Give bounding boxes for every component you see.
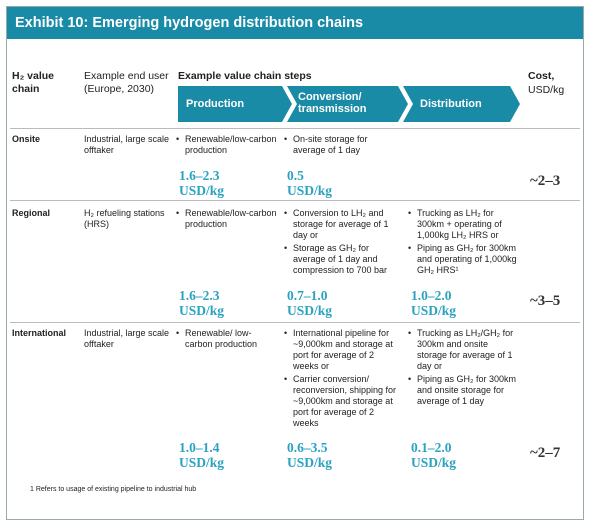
title: Exhibit 10: Emerging hydrogen distributi… [7, 7, 583, 39]
cost-value: 1.6–2.3 [179, 168, 220, 183]
chevron [403, 86, 520, 122]
end-user: Industrial, large scale offtaker [84, 134, 170, 155]
cost-unit: USD/kg [179, 455, 225, 470]
bullet: Carrier conversion/ reconversion, shippi… [284, 374, 400, 429]
bullet: Piping as GH₂ for 300km and onsite stora… [408, 374, 520, 407]
cost-unit: USD/kg [287, 183, 333, 198]
bullet: Renewable/low-carbon production [176, 134, 278, 156]
total-cost: ~3–5 [530, 293, 561, 309]
total-cost: ~2–7 [530, 445, 561, 461]
total-cost: ~2–3 [530, 173, 561, 189]
cost-unit: USD/kg [287, 455, 333, 470]
bullet: Renewable/low-carbon production [176, 208, 278, 230]
cost-value: 1.0–1.4 [179, 440, 220, 455]
cost-value: 1.6–2.3 [179, 288, 220, 303]
end-user: Industrial, large scale offtaker [84, 328, 170, 349]
header-chain: H₂ value chain [12, 70, 55, 95]
step: Distribution [420, 98, 482, 110]
separator [10, 128, 580, 129]
chain: Onsite [12, 134, 41, 144]
end-user: H₂ refueling stations (HRS) [84, 208, 165, 229]
bullet: International pipeline for ~9,000km and … [284, 328, 400, 372]
chain: International [12, 328, 67, 338]
cost-value: 0.6–3.5 [287, 440, 328, 455]
bullet: Trucking as LH₂/GH₂ for 300km and onsite… [408, 328, 520, 372]
header-cost: Cost, [528, 70, 555, 82]
production-bullets: Renewable/low-carbon production [176, 208, 278, 232]
bullet: Storage as GH₂ for average of 1 day and … [284, 243, 400, 276]
cost-unit: USD/kg [179, 183, 225, 198]
distribution-bullets: Trucking as LH₂ for 300km + operating of… [408, 208, 520, 278]
header-steps: Example value chain steps [178, 70, 312, 82]
separator [10, 322, 580, 323]
chevron [178, 86, 292, 122]
header-cost-unit: USD/kg [528, 84, 565, 96]
cost-value: 1.0–2.0 [411, 288, 452, 303]
frame [6, 6, 584, 520]
bullet: Trucking as LH₂ for 300km + operating of… [408, 208, 520, 241]
bullet: Renewable/ low-carbon production [176, 328, 278, 350]
conversion-bullets: On-site storage for average of 1 day [284, 134, 400, 158]
production-bullets: Renewable/ low-carbon production [176, 328, 278, 352]
step: Production [186, 98, 245, 110]
cost-value: 0.5 [287, 168, 304, 183]
cost-unit: USD/kg [411, 455, 457, 470]
chain: Regional [12, 208, 51, 218]
cost-unit: USD/kg [411, 303, 457, 318]
production-bullets: Renewable/low-carbon production [176, 134, 278, 158]
bullet: Conversion to LH₂ and storage for averag… [284, 208, 400, 241]
footnote: 1 Refers to usage of existing pipeline t… [30, 486, 197, 493]
separator [10, 200, 580, 201]
bullet: On-site storage for average of 1 day [284, 134, 400, 156]
cost-value: 0.1–2.0 [411, 440, 452, 455]
cost-unit: USD/kg [179, 303, 225, 318]
chevron [287, 86, 408, 122]
cost-unit: USD/kg [287, 303, 333, 318]
conversion-bullets: Conversion to LH₂ and storage for averag… [284, 208, 400, 278]
bullet: Piping as GH₂ for 300km and operating of… [408, 243, 520, 276]
cost-value: 0.7–1.0 [287, 288, 328, 303]
distribution-bullets: Trucking as LH₂/GH₂ for 300km and onsite… [408, 328, 520, 409]
header-end-user: Example end user (Europe, 2030) [84, 70, 169, 95]
conversion-bullets: International pipeline for ~9,000km and … [284, 328, 400, 431]
step: Conversion/ transmission [298, 91, 367, 115]
